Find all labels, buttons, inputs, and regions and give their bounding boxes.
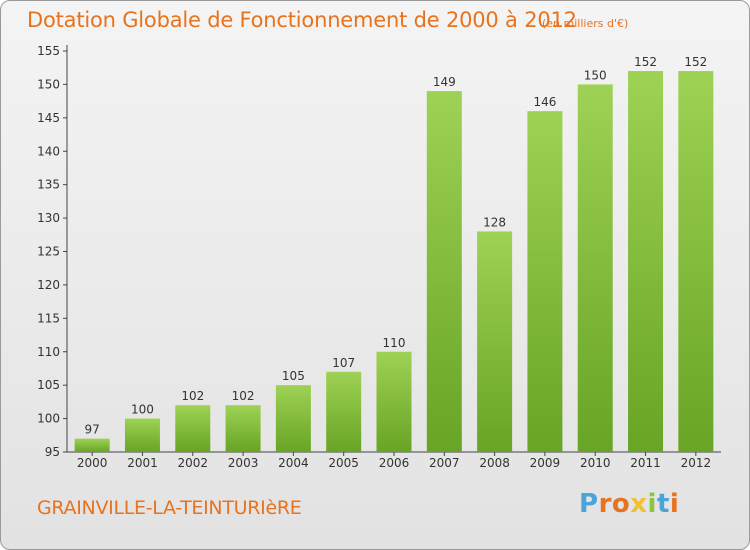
x-tick-label: 2009 xyxy=(530,456,561,470)
chart-unit: (en milliers d'€) xyxy=(542,17,629,30)
y-tick-label: 130 xyxy=(37,211,60,225)
logo-letter: P xyxy=(579,489,599,519)
bar-value-label: 110 xyxy=(383,336,406,350)
logo-letter: i xyxy=(647,489,657,519)
logo-letter: x xyxy=(630,489,648,519)
y-tick-label: 100 xyxy=(37,412,60,426)
bar-value-label: 149 xyxy=(433,75,456,89)
bar xyxy=(124,418,160,452)
bar-value-label: 146 xyxy=(533,95,556,109)
bar xyxy=(678,71,714,453)
y-tick-label: 150 xyxy=(37,77,60,91)
bar xyxy=(275,385,311,452)
x-tick-label: 2012 xyxy=(681,456,712,470)
logo-letter: o xyxy=(611,489,631,519)
bar-value-label: 150 xyxy=(584,68,607,82)
x-tick-label: 2011 xyxy=(630,456,661,470)
x-tick-label: 2010 xyxy=(580,456,611,470)
x-tick-label: 2008 xyxy=(479,456,510,470)
bar-value-label: 105 xyxy=(282,369,305,383)
bar-value-label: 128 xyxy=(483,215,506,229)
y-tick-label: 115 xyxy=(37,311,60,325)
bar-value-label: 107 xyxy=(332,356,355,370)
logo-letter: t xyxy=(656,489,670,519)
bar-value-label: 152 xyxy=(684,55,707,69)
y-tick-label: 105 xyxy=(37,378,60,392)
x-tick-label: 2005 xyxy=(328,456,359,470)
bar xyxy=(477,231,513,452)
bar xyxy=(74,438,110,452)
x-tick-label: 2006 xyxy=(379,456,410,470)
bar xyxy=(376,351,412,452)
x-tick-label: 2004 xyxy=(278,456,309,470)
bar-value-label: 102 xyxy=(232,389,255,403)
bar xyxy=(628,71,664,453)
bar xyxy=(326,371,362,452)
y-tick-label: 95 xyxy=(45,445,60,459)
y-tick-label: 125 xyxy=(37,245,60,259)
proxiti-logo: Proxiti xyxy=(579,489,679,519)
x-tick-label: 2002 xyxy=(177,456,208,470)
y-tick-label: 120 xyxy=(37,278,60,292)
x-tick-label: 2007 xyxy=(429,456,460,470)
y-tick-label: 145 xyxy=(37,111,60,125)
x-tick-label: 2003 xyxy=(228,456,259,470)
y-tick-label: 110 xyxy=(37,345,60,359)
logo-letter: i xyxy=(669,489,680,519)
x-tick-label: 2001 xyxy=(127,456,158,470)
bar xyxy=(426,91,462,452)
x-tick-label: 2000 xyxy=(77,456,108,470)
bar xyxy=(175,405,211,452)
chart-title: Dotation Globale de Fonctionnement de 20… xyxy=(27,8,577,32)
y-tick-label: 140 xyxy=(37,144,60,158)
bar-value-label: 152 xyxy=(634,55,657,69)
logo-letter: r xyxy=(598,489,612,519)
y-tick-label: 135 xyxy=(37,178,60,192)
bar xyxy=(527,111,563,453)
bar-value-label: 102 xyxy=(181,389,204,403)
bar xyxy=(577,84,613,453)
y-tick-label: 155 xyxy=(37,44,60,58)
bar-value-label: 100 xyxy=(131,403,154,417)
bar-value-label: 97 xyxy=(85,423,100,437)
commune-name: GRAINVILLE-LA-TEINTURIèRE xyxy=(37,497,302,519)
bar xyxy=(225,405,261,452)
